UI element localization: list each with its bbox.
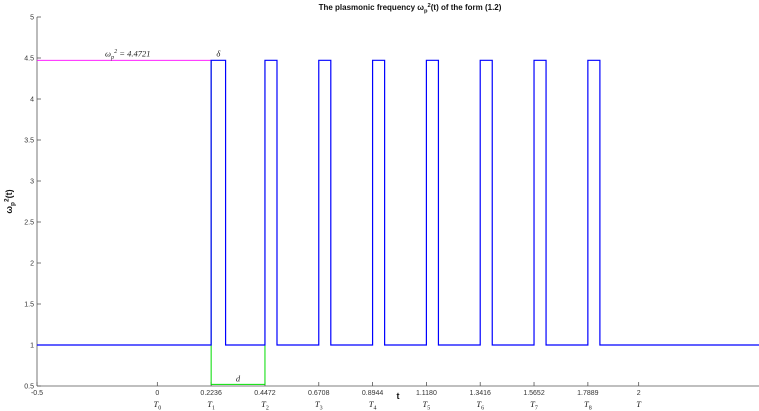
- pulse-mark: [588, 60, 600, 345]
- x-tick-label: 1.7889: [577, 390, 599, 397]
- pulse-series-line: [37, 59, 759, 346]
- x-tick-label: -0.5: [31, 390, 43, 397]
- pulse-mark: [319, 60, 331, 345]
- x-tick-sublabel: T0: [153, 399, 161, 411]
- x-tick-sublabel: T: [636, 399, 642, 409]
- x-tick-sublabel: T7: [530, 399, 538, 411]
- x-tick-sublabel: T3: [315, 399, 323, 411]
- chart-title: The plasmonic frequency ωp2(t) of the fo…: [319, 3, 502, 15]
- delta-label: δ: [216, 48, 221, 58]
- x-tick-label: 2: [637, 390, 641, 397]
- axes: [36, 17, 759, 387]
- y-tick-label: 3: [30, 179, 34, 186]
- y-axis-label: ωp2(t): [3, 189, 16, 213]
- pulse-mark: [265, 60, 277, 345]
- y-tick-label: 2: [30, 261, 34, 268]
- y-tick-label: 0.5: [24, 384, 34, 391]
- d-label: d: [236, 373, 241, 383]
- x-tick-sublabel: T2: [261, 399, 269, 411]
- d-bracket: [210, 60, 266, 385]
- y-tick-label: 3.5: [24, 138, 34, 145]
- pulse-mark: [426, 60, 438, 345]
- x-tick-label: 0.2236: [200, 390, 222, 397]
- x-tick-label: 0.8944: [362, 390, 384, 397]
- x-tick-label: 0: [155, 390, 159, 397]
- x-tick-label: 0.6708: [308, 390, 330, 397]
- y-tick-label: 4.5: [24, 56, 34, 63]
- x-axis-label: t: [397, 391, 400, 401]
- series: [37, 59, 759, 346]
- pulse-mark: [534, 60, 546, 345]
- y-tick-label: 4: [30, 97, 34, 104]
- peak-value-label: ωp2 = 4.4721: [105, 48, 151, 61]
- x-tick-label: 1.5652: [523, 390, 545, 397]
- x-tick-sublabel: T6: [476, 399, 484, 411]
- y-tick-label: 5: [30, 15, 34, 22]
- y-tick-label: 1: [30, 343, 34, 350]
- x-tick-sublabel: T4: [369, 399, 377, 411]
- x-tick-sublabel: T5: [423, 399, 431, 411]
- annotations: ωp2 = 4.4721 δ d: [37, 48, 266, 385]
- x-tick-label: 1.3416: [470, 390, 492, 397]
- y-tick-label: 2.5: [24, 220, 34, 227]
- pulse-mark: [211, 60, 225, 345]
- x-tick-label: 0.4472: [254, 390, 276, 397]
- y-tick-label: 1.5: [24, 302, 34, 309]
- pulse-mark: [480, 60, 492, 345]
- x-tick-label: 1.1180: [416, 390, 437, 397]
- x-ticks: -0.5 0T00.2236T10.4472T20.6708T30.8944T41…: [31, 382, 642, 411]
- x-tick-sublabel: T8: [584, 399, 592, 411]
- y-ticks: 0.5 1 1.5 2 2.5 3 3.5 4 4.5 5: [24, 15, 41, 391]
- pulse-mark: [373, 60, 385, 345]
- x-tick-sublabel: T1: [207, 399, 215, 411]
